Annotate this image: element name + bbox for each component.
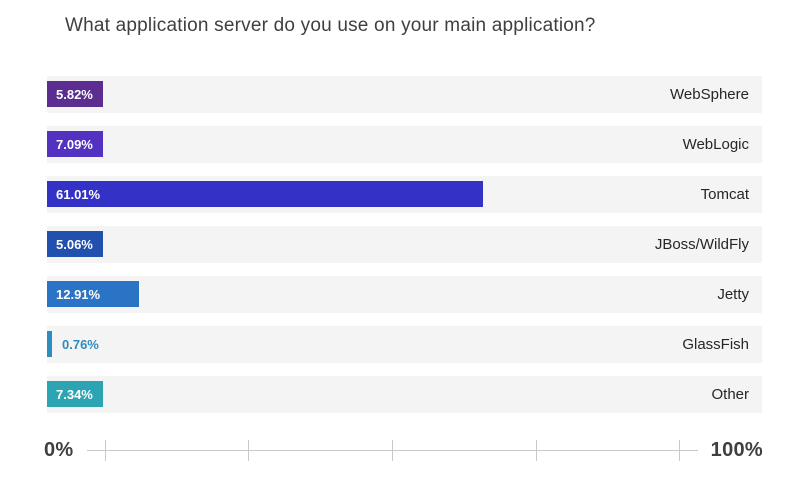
bar-value-label-outside: 0.76% <box>62 337 99 352</box>
chart-row: 61.01% Tomcat <box>47 176 762 213</box>
bar-value-label: 61.01% <box>56 186 101 202</box>
bar: 12.91% <box>47 281 140 307</box>
bar-value-label: 5.06% <box>56 236 93 252</box>
bar-value-label: 12.91% <box>56 286 101 302</box>
axis-max-label: 100% <box>710 438 763 461</box>
category-label: WebSphere <box>670 86 749 103</box>
axis-tick <box>535 439 537 461</box>
category-label: Jetty <box>717 286 749 303</box>
axis-tick <box>392 439 394 461</box>
bar: 7.09% <box>47 131 103 157</box>
bar: 5.82% <box>47 81 103 107</box>
bar: 5.06% <box>47 231 103 257</box>
category-label: WebLogic <box>682 136 749 153</box>
chart-row: 5.82% WebSphere <box>47 76 762 113</box>
bar: 7.34% <box>47 381 103 407</box>
bar-value-label: 7.09% <box>56 136 93 152</box>
bar: 61.01% <box>47 181 484 207</box>
bar-value-label: 7.34% <box>56 386 93 402</box>
axis-tick <box>679 439 681 461</box>
chart-row: 7.34% Other <box>47 376 762 413</box>
bar-chart: 5.82% WebSphere 7.09% WebLogic 61.01% To… <box>47 76 762 426</box>
bar-value-label: 5.82% <box>56 86 93 102</box>
category-label: Other <box>711 386 749 403</box>
axis-tick <box>248 439 250 461</box>
chart-row: 7.09% WebLogic <box>47 126 762 163</box>
chart-row: 12.91% Jetty <box>47 276 762 313</box>
category-label: JBoss/WildFly <box>654 236 749 253</box>
chart-row: 0.76% GlassFish <box>47 326 762 363</box>
axis-line <box>86 439 698 461</box>
chart-title: What application server do you use on yo… <box>65 15 596 36</box>
chart-row: 5.06% JBoss/WildFly <box>47 226 762 263</box>
axis-min-label: 0% <box>44 438 74 461</box>
axis-tick <box>104 439 106 461</box>
category-label: GlassFish <box>682 336 749 353</box>
bar <box>47 331 52 357</box>
category-label: Tomcat <box>700 186 749 203</box>
x-axis: 0% 100% <box>44 436 763 464</box>
